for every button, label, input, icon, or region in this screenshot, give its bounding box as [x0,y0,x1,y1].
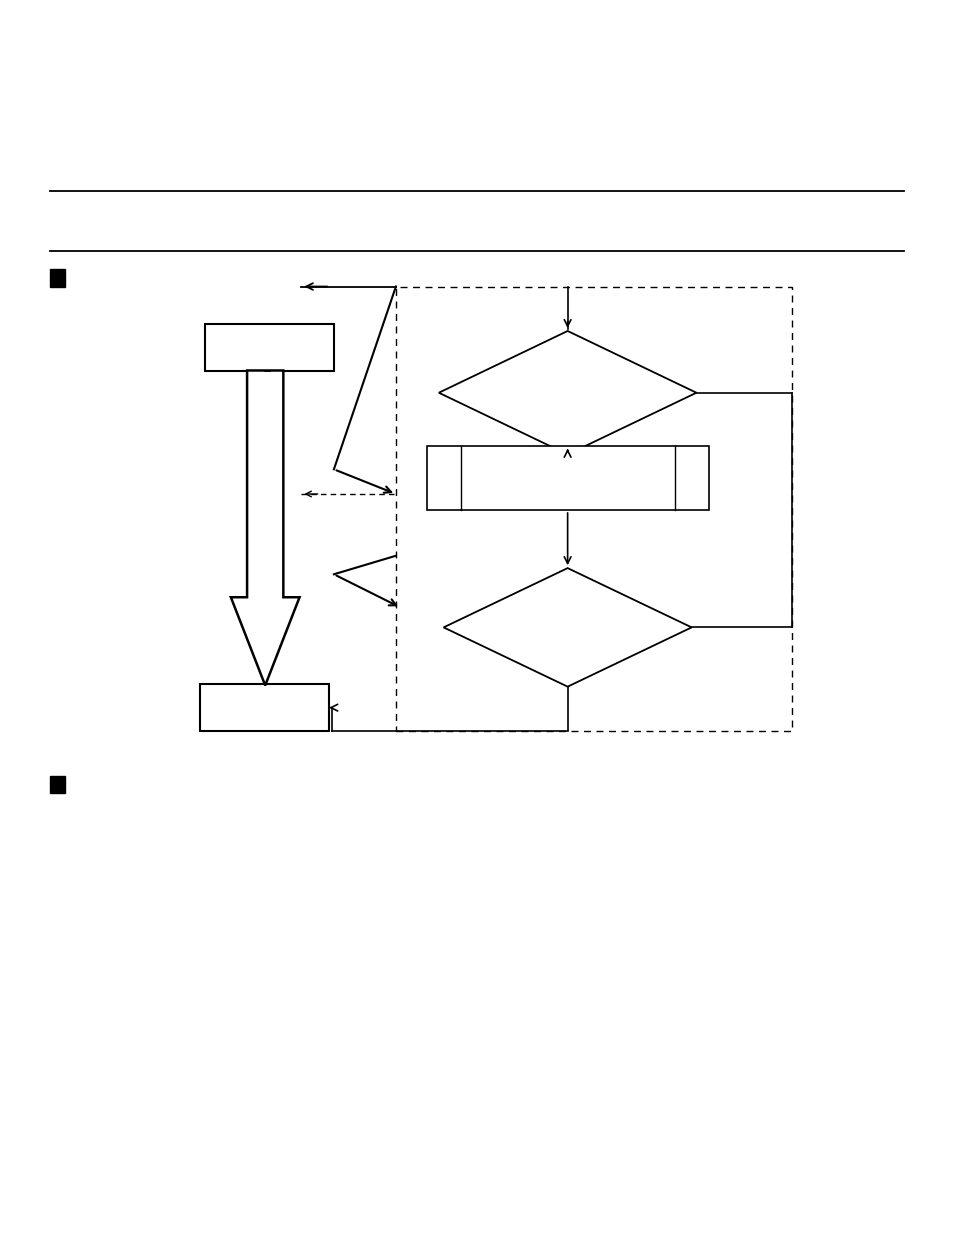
Bar [50,269,65,287]
Bar [395,287,791,731]
Polygon shape [231,370,299,685]
Bar [200,684,329,731]
Bar [205,324,334,370]
Bar [50,776,65,793]
Bar [427,446,708,510]
